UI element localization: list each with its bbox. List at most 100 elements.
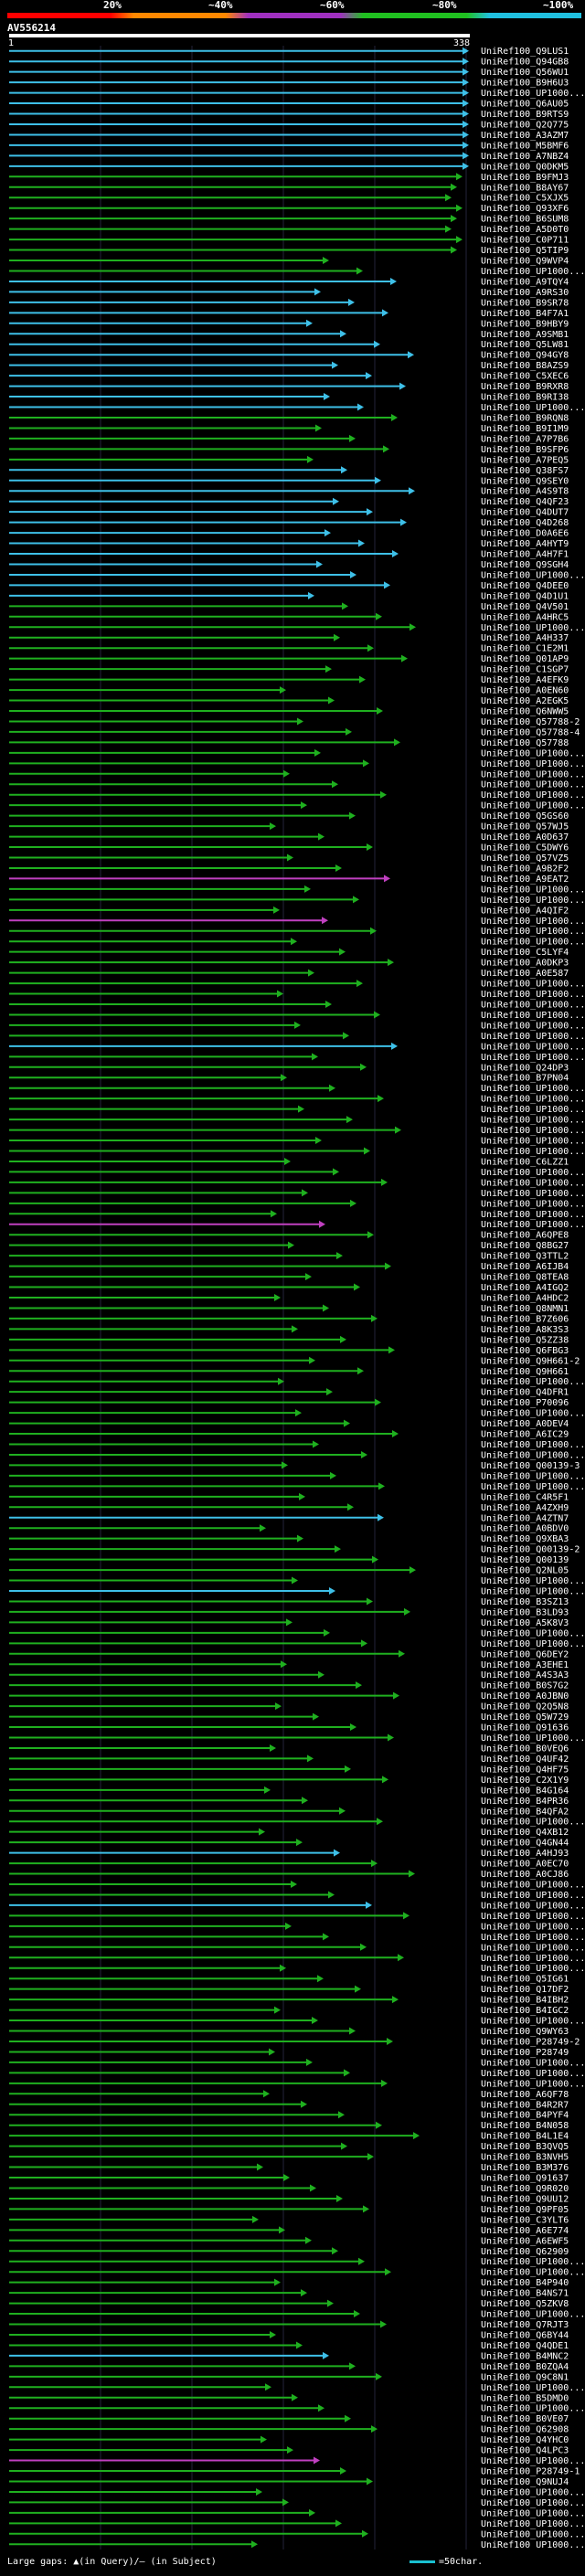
- hit-label[interactable]: UniRef100_B4MNC2: [481, 2351, 569, 2361]
- hit-label[interactable]: UniRef100_UP1000...: [481, 1954, 585, 1964]
- hit-label[interactable]: UniRef100_A7P7B6: [481, 434, 569, 444]
- hit-label[interactable]: UniRef100_B4L1E4: [481, 2132, 569, 2142]
- hit-label[interactable]: UniRef100_UP1000...: [481, 1000, 585, 1010]
- hit-label[interactable]: UniRef100_A8K3S3: [481, 1325, 569, 1335]
- hit-label[interactable]: UniRef100_B9SFP6: [481, 445, 569, 455]
- hit-label[interactable]: UniRef100_UP1000...: [481, 1912, 585, 1922]
- hit-label[interactable]: UniRef100_UP1000...: [481, 2540, 585, 2549]
- hit-label[interactable]: UniRef100_A3AZM7: [481, 131, 569, 141]
- hit-label[interactable]: UniRef100_Q6DEY2: [481, 1649, 569, 1659]
- hit-label[interactable]: UniRef100_Q57WJ5: [481, 822, 569, 832]
- hit-label[interactable]: UniRef100_Q57788-4: [481, 727, 580, 737]
- hit-label[interactable]: UniRef100_Q5W729: [481, 1712, 569, 1723]
- hit-label[interactable]: UniRef100_UP1000...: [481, 1628, 585, 1638]
- hit-label[interactable]: UniRef100_UP1000...: [481, 780, 585, 790]
- hit-label[interactable]: UniRef100_A4HYT9: [481, 539, 569, 549]
- hit-label[interactable]: UniRef100_A4EFK9: [481, 675, 569, 685]
- hit-label[interactable]: UniRef100_UP1000...: [481, 1189, 585, 1199]
- hit-label[interactable]: UniRef100_B9I1M9: [481, 424, 569, 434]
- hit-label[interactable]: UniRef100_UP1000...: [481, 1011, 585, 1021]
- hit-label[interactable]: UniRef100_UP1000...: [481, 1409, 585, 1419]
- hit-label[interactable]: UniRef100_A6EWF5: [481, 2236, 569, 2246]
- hit-label[interactable]: UniRef100_Q4D1U1: [481, 591, 569, 601]
- hit-label[interactable]: UniRef100_UP1000...: [481, 1943, 585, 1953]
- hit-label[interactable]: UniRef100_Q5GS60: [481, 811, 569, 822]
- hit-label[interactable]: UniRef100_P28749-1: [481, 2467, 580, 2477]
- hit-label[interactable]: UniRef100_A9B2F2: [481, 864, 569, 874]
- hit-label[interactable]: UniRef100_Q9NUJ4: [481, 2477, 569, 2487]
- hit-label[interactable]: UniRef100_B4IGC2: [481, 2006, 569, 2016]
- hit-label[interactable]: UniRef100_A0JBN0: [481, 1691, 569, 1701]
- hit-label[interactable]: UniRef100_UP1000...: [481, 769, 585, 779]
- hit-label[interactable]: UniRef100_A0DEV4: [481, 1419, 569, 1429]
- hit-label[interactable]: UniRef100_Q62909: [481, 2247, 569, 2257]
- hit-label[interactable]: UniRef100_Q4DUT7: [481, 508, 569, 518]
- hit-label[interactable]: UniRef100_A4S9T8: [481, 487, 569, 497]
- hit-label[interactable]: UniRef100_B9H6U3: [481, 79, 569, 89]
- hit-label[interactable]: UniRef100_Q24DP3: [481, 1063, 569, 1073]
- hit-label[interactable]: UniRef100_UP1000...: [481, 2529, 585, 2539]
- hit-label[interactable]: UniRef100_B4R2R7: [481, 2100, 569, 2110]
- hit-label[interactable]: UniRef100_A0EN60: [481, 686, 569, 696]
- hit-label[interactable]: UniRef100_UP1000...: [481, 1220, 585, 1230]
- hit-label[interactable]: UniRef100_UP1000...: [481, 2487, 585, 2497]
- hit-label[interactable]: UniRef100_A5D0T0: [481, 225, 569, 235]
- hit-label[interactable]: UniRef100_B8AY67: [481, 183, 569, 193]
- hit-label[interactable]: UniRef100_P28749: [481, 2048, 569, 2058]
- hit-label[interactable]: UniRef100_B4F7A1: [481, 309, 569, 319]
- hit-label[interactable]: UniRef100_B3NVH5: [481, 2153, 569, 2163]
- hit-label[interactable]: UniRef100_UP1000...: [481, 267, 585, 277]
- hit-label[interactable]: UniRef100_UP1000...: [481, 1116, 585, 1126]
- hit-label[interactable]: UniRef100_Q91636: [481, 1723, 569, 1733]
- hit-label[interactable]: UniRef100_B9FMJ3: [481, 173, 569, 183]
- hit-label[interactable]: UniRef100_UP1000...: [481, 917, 585, 927]
- hit-label[interactable]: UniRef100_UP1000...: [481, 1053, 585, 1063]
- hit-label[interactable]: UniRef100_Q01AP9: [481, 654, 569, 664]
- hit-label[interactable]: UniRef100_Q56WU1: [481, 68, 569, 78]
- hit-label[interactable]: UniRef100_UP1000...: [481, 89, 585, 99]
- hit-label[interactable]: UniRef100_C3YLT6: [481, 2215, 569, 2225]
- hit-label[interactable]: UniRef100_B9RXR8: [481, 382, 569, 392]
- hit-label[interactable]: UniRef100_A6QF78: [481, 2090, 569, 2100]
- hit-label[interactable]: UniRef100_UP1000...: [481, 885, 585, 895]
- hit-label[interactable]: UniRef100_UP1000...: [481, 990, 585, 1000]
- hit-label[interactable]: UniRef100_C5DWY6: [481, 843, 569, 853]
- hit-label[interactable]: UniRef100_Q8BG27: [481, 1241, 569, 1251]
- hit-label[interactable]: UniRef100_UP1000...: [481, 1126, 585, 1136]
- hit-label[interactable]: UniRef100_UP1000...: [481, 2257, 585, 2267]
- hit-label[interactable]: UniRef100_B9RTS9: [481, 110, 569, 120]
- hit-label[interactable]: UniRef100_UP1000...: [481, 2498, 585, 2508]
- hit-label[interactable]: UniRef100_UP1000...: [481, 1178, 585, 1188]
- hit-label[interactable]: UniRef100_B4N058: [481, 2121, 569, 2131]
- hit-label[interactable]: UniRef100_Q9R020: [481, 2184, 569, 2194]
- hit-label[interactable]: UniRef100_UP1000...: [481, 1733, 585, 1744]
- hit-label[interactable]: UniRef100_Q57788-2: [481, 717, 580, 727]
- hit-label[interactable]: UniRef100_UP1000...: [481, 1450, 585, 1460]
- hit-label[interactable]: UniRef100_UP1000...: [481, 1147, 585, 1157]
- hit-label[interactable]: UniRef100_B3SZ13: [481, 1597, 569, 1607]
- hit-label[interactable]: UniRef100_C4R5F1: [481, 1492, 569, 1502]
- hit-label[interactable]: UniRef100_UP1000...: [481, 1105, 585, 1115]
- hit-label[interactable]: UniRef100_B0VE07: [481, 2414, 569, 2424]
- hit-label[interactable]: UniRef100_D0A6E6: [481, 529, 569, 539]
- hit-label[interactable]: UniRef100_Q9WVP4: [481, 257, 569, 267]
- hit-label[interactable]: UniRef100_A4ZXH9: [481, 1503, 569, 1513]
- hit-label[interactable]: UniRef100_UP1000...: [481, 1032, 585, 1042]
- hit-label[interactable]: UniRef100_A3EHE1: [481, 1660, 569, 1670]
- hit-label[interactable]: UniRef100_UP1000...: [481, 1471, 585, 1481]
- hit-label[interactable]: UniRef100_B7PN04: [481, 1074, 569, 1084]
- hit-label[interactable]: UniRef100_A7NBZ4: [481, 152, 569, 162]
- hit-label[interactable]: UniRef100_Q4D268: [481, 518, 569, 528]
- hit-label[interactable]: UniRef100_Q0DKM5: [481, 162, 569, 172]
- hit-label[interactable]: UniRef100_B4IBH2: [481, 1996, 569, 2006]
- hit-label[interactable]: UniRef100_A9RS30: [481, 288, 569, 298]
- hit-label[interactable]: UniRef100_A4ZTN7: [481, 1513, 569, 1523]
- hit-label[interactable]: UniRef100_B9RI38: [481, 393, 569, 403]
- hit-label[interactable]: UniRef100_A2EGK5: [481, 696, 569, 706]
- hit-label[interactable]: UniRef100_Q17DF2: [481, 1985, 569, 1995]
- hit-label[interactable]: UniRef100_UP1000...: [481, 1084, 585, 1094]
- hit-label[interactable]: UniRef100_UP1000...: [481, 801, 585, 811]
- hit-label[interactable]: UniRef100_B3QVQ5: [481, 2142, 569, 2152]
- hit-label[interactable]: UniRef100_A0D637: [481, 832, 569, 843]
- hit-label[interactable]: UniRef100_Q5TIP9: [481, 246, 569, 256]
